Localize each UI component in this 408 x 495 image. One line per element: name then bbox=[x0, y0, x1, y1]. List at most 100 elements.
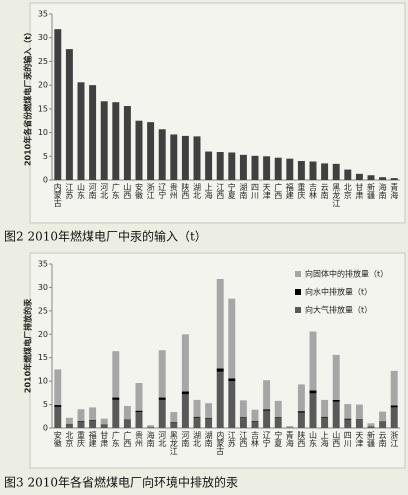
bar bbox=[390, 178, 398, 180]
bar bbox=[321, 163, 329, 180]
bar bbox=[158, 129, 166, 180]
x-tick-label: 辽宁 bbox=[158, 183, 167, 199]
bar-segment bbox=[193, 399, 201, 417]
bar-segment bbox=[65, 417, 73, 424]
bar bbox=[297, 161, 305, 180]
bar-segment bbox=[147, 425, 155, 428]
x-tick-label: 广西 bbox=[123, 430, 132, 448]
bar bbox=[54, 29, 62, 181]
bar bbox=[251, 155, 259, 180]
bar bbox=[135, 120, 143, 180]
x-tick-label: 天津 bbox=[355, 431, 364, 448]
y-tick-label: 35 bbox=[38, 10, 48, 19]
y-tick-label: 10 bbox=[38, 128, 48, 137]
bar-segment bbox=[205, 418, 213, 420]
bar-segment bbox=[100, 418, 108, 425]
bar-segment bbox=[344, 404, 352, 419]
y-tick-label: 15 bbox=[38, 104, 48, 113]
x-tick-label: 陕西 bbox=[181, 182, 190, 200]
x-tick-label: 云南 bbox=[320, 183, 329, 199]
bar-segment bbox=[344, 419, 352, 428]
x-tick-label: 吉林 bbox=[309, 183, 318, 200]
bar-segment bbox=[100, 424, 108, 428]
bar-segment bbox=[274, 418, 282, 428]
bar-segment bbox=[309, 331, 317, 391]
x-tick-label: 新疆 bbox=[367, 182, 376, 200]
x-tick-label: 湖北 bbox=[193, 183, 202, 200]
legend-label: 向大气排放量（t） bbox=[305, 305, 372, 315]
y-tick-label: 35 bbox=[38, 260, 48, 269]
bar bbox=[89, 85, 97, 180]
legend-label: 向固体中的排放量（t） bbox=[305, 269, 388, 279]
x-tick-label: 吉林 bbox=[251, 431, 260, 448]
x-tick-label: 北京 bbox=[65, 431, 74, 448]
x-tick-label: 山东 bbox=[77, 182, 86, 199]
legend-swatch bbox=[295, 271, 301, 277]
x-tick-label: 江西 bbox=[239, 431, 248, 448]
bar-segment bbox=[379, 411, 387, 422]
bar-segment bbox=[228, 378, 236, 382]
y-tick-label: 30 bbox=[38, 33, 48, 42]
bar-segment bbox=[135, 383, 143, 411]
bar-segment bbox=[123, 405, 131, 420]
caption: 图2 2010年燃煤电厂中汞的输入（t） bbox=[4, 229, 207, 244]
bar-segment bbox=[112, 397, 120, 400]
x-tick-label: 甘肃 bbox=[100, 430, 109, 448]
bar-segment bbox=[379, 421, 387, 428]
bar-segment bbox=[274, 400, 282, 418]
bar-segment bbox=[112, 351, 120, 398]
x-tick-label: 山东 bbox=[309, 430, 318, 447]
bar bbox=[193, 136, 201, 180]
x-tick-label: 内蒙古 bbox=[53, 182, 62, 208]
x-tick-label: 宁夏 bbox=[227, 182, 236, 199]
bar-segment bbox=[309, 390, 317, 394]
bar bbox=[100, 101, 108, 180]
legend-swatch bbox=[295, 289, 301, 295]
bar-segment bbox=[286, 426, 294, 428]
bar-segment bbox=[205, 403, 213, 419]
y-tick-label: 5 bbox=[43, 400, 48, 409]
x-tick-label: 黑龙江 bbox=[169, 431, 178, 456]
x-tick-label: 山西 bbox=[332, 430, 341, 448]
x-tick-label: 海南 bbox=[378, 182, 387, 199]
bar-segment bbox=[390, 407, 398, 428]
bar-segment bbox=[181, 391, 189, 395]
bar-segment bbox=[332, 401, 340, 428]
x-tick-label: 新疆 bbox=[367, 430, 376, 448]
bar-segment bbox=[193, 416, 201, 418]
y-axis-title: 2010年燃煤电厂排放的汞 bbox=[23, 298, 33, 393]
bar-segment bbox=[54, 369, 62, 406]
bar-segment bbox=[54, 406, 62, 428]
bar-segment bbox=[216, 278, 224, 369]
x-tick-label: 上海 bbox=[204, 183, 213, 200]
bar-segment bbox=[297, 412, 305, 428]
x-tick-label: 北京 bbox=[343, 183, 352, 200]
bar bbox=[355, 173, 363, 180]
bar-segment bbox=[263, 410, 271, 428]
x-tick-label: 湖南 bbox=[239, 183, 248, 199]
bar bbox=[274, 157, 282, 180]
bar-segment bbox=[65, 424, 73, 428]
x-tick-label: 海南 bbox=[146, 430, 155, 447]
x-tick-label: 陕西 bbox=[297, 430, 306, 448]
x-tick-label: 贵州 bbox=[135, 430, 144, 447]
y-tick-label: 0 bbox=[43, 176, 48, 185]
bar-segment bbox=[135, 412, 143, 428]
bar-segment bbox=[321, 399, 329, 417]
bar-segment bbox=[170, 412, 178, 422]
bar-segment bbox=[205, 419, 213, 428]
legend-swatch bbox=[295, 307, 301, 313]
x-tick-label: 重庆 bbox=[297, 182, 306, 200]
bar-segment bbox=[77, 421, 85, 428]
bar bbox=[379, 177, 387, 180]
bar-segment bbox=[344, 418, 352, 420]
x-tick-label: 山西 bbox=[123, 182, 132, 200]
bar bbox=[77, 82, 85, 180]
bar-segment bbox=[297, 384, 305, 412]
bar-segment bbox=[251, 421, 259, 428]
bar bbox=[332, 163, 340, 180]
bar-segment bbox=[321, 416, 329, 418]
x-tick-label: 青海 bbox=[285, 430, 294, 448]
